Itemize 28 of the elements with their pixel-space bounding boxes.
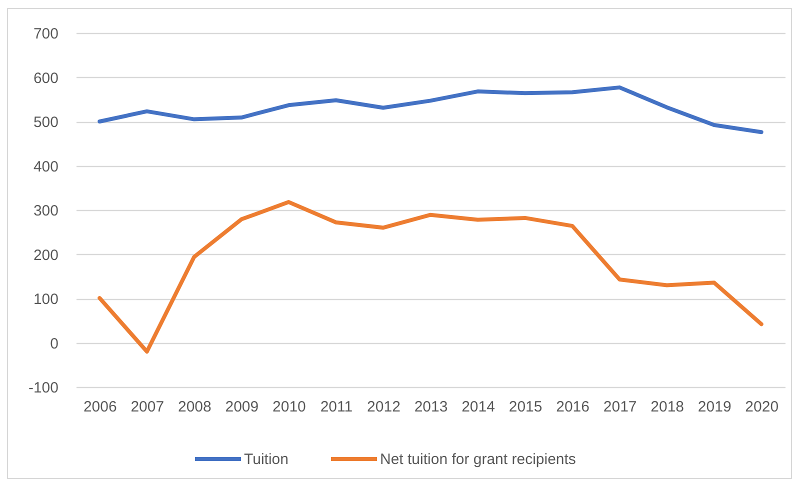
x-tick-label: 2007 — [130, 398, 164, 416]
y-tick-label: 400 — [33, 158, 58, 176]
x-tick-label: 2008 — [178, 398, 212, 416]
y-tick-label: 200 — [33, 246, 58, 264]
x-tick-label: 2013 — [414, 398, 448, 416]
y-tick-label: 700 — [33, 26, 58, 42]
y-tick-label: 0 — [50, 335, 58, 352]
x-tick-label: 2018 — [650, 398, 684, 416]
x-tick-label: 2016 — [556, 398, 590, 416]
legend-label: Net tuition for grant recipients — [380, 451, 576, 468]
y-tick-label: 600 — [33, 70, 58, 87]
line-series — [98, 85, 764, 134]
x-tick-label: 2015 — [508, 398, 542, 416]
x-tick-label: 2019 — [698, 398, 732, 416]
y-tick-label: -100 — [28, 380, 58, 396]
x-tick-label: 2020 — [745, 398, 779, 416]
x-tick-label: 2012 — [367, 398, 400, 416]
line-series — [98, 200, 764, 354]
y-tick-label: 100 — [33, 291, 58, 308]
x-tick-label: 2009 — [225, 398, 259, 416]
x-tick-label: 2011 — [320, 398, 353, 416]
x-tick-label: 2017 — [603, 398, 637, 416]
y-tick-label: 300 — [33, 202, 58, 220]
x-tick-label: 2014 — [462, 398, 495, 416]
x-tick-label: 2006 — [83, 398, 117, 416]
y-tick-label: 500 — [33, 114, 58, 131]
x-tick-label: 2010 — [272, 398, 306, 416]
legend-label: Tuition — [244, 451, 288, 468]
